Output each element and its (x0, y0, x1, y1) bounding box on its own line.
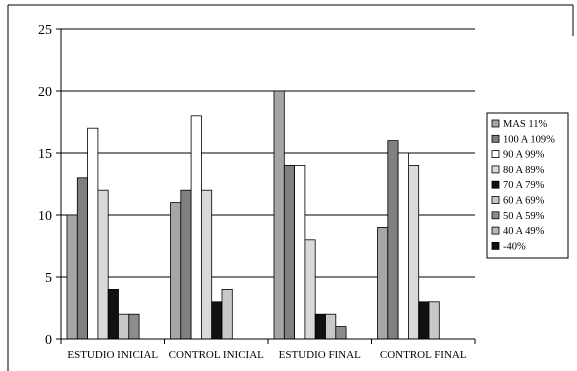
bar-1-1 (180, 189, 192, 340)
legend-label: -40% (503, 241, 526, 252)
legend-swatch (491, 226, 500, 235)
y-tick-label: 10 (38, 209, 52, 224)
bar-2-1 (190, 115, 202, 340)
legend-label: MAS 11% (503, 119, 547, 130)
x-tick-label: ESTUDIO FINAL (279, 349, 361, 361)
bar-3-2 (304, 239, 316, 340)
bar-0-0 (66, 214, 78, 340)
y-tick-label: 5 (45, 271, 52, 286)
bar-5-1 (221, 288, 233, 340)
bar-6-2 (335, 326, 347, 340)
x-tick-label: CONTROL FINAL (380, 349, 467, 361)
bar-4-2 (314, 313, 326, 340)
legend-label: 80 A 89% (503, 165, 545, 176)
bar-1-0 (76, 177, 89, 340)
x-tick-label: ESTUDIO INICIAL (67, 349, 158, 361)
bar-3-0 (97, 189, 109, 340)
legend-label: 40 A 49% (503, 226, 545, 237)
legend-box (486, 112, 569, 259)
bar-6-0 (128, 313, 140, 340)
legend-label: 50 A 59% (503, 211, 545, 222)
bar-3-3 (407, 164, 420, 340)
bar-3-1 (200, 189, 213, 340)
y-tick-label: 0 (45, 333, 52, 348)
x-tick-label: CONTROL INICIAL (169, 349, 264, 361)
bar-1-3 (387, 140, 399, 340)
bar-5-2 (325, 313, 337, 340)
bar-2-3 (397, 152, 409, 340)
bar-0-1 (170, 202, 182, 340)
legend-swatch (491, 165, 500, 174)
legend-swatch (491, 150, 500, 159)
legend-swatch (491, 211, 500, 220)
bar-4-0 (107, 288, 119, 340)
bar-0-2 (273, 90, 285, 340)
y-tick-label: 20 (38, 85, 52, 100)
legend-swatch (491, 134, 500, 143)
y-tick-label: 15 (38, 147, 52, 162)
bar-5-3 (428, 301, 440, 340)
axes: 0 5 10 15 20 25 ESTUDIO INICIAL CONTROL INICIAL… (38, 23, 476, 361)
bar-1-2 (283, 164, 295, 340)
legend-label: 70 A 79% (503, 180, 545, 191)
legend-swatch (491, 119, 500, 128)
y-tick-label: 25 (38, 23, 52, 38)
legend-label: 90 A 99% (503, 150, 545, 161)
bar-2-0 (87, 127, 99, 340)
bar-4-1 (211, 301, 223, 340)
legend: MAS 11% 100 A 109% 90 A 99% 80 A 89% 70 A 79… (486, 112, 569, 259)
legend-swatch (491, 241, 500, 250)
legend-label: 100 A 109% (503, 134, 555, 145)
bar-2-2 (294, 164, 306, 340)
legend-swatch (491, 196, 500, 204)
legend-label: 60 A 69% (503, 196, 545, 207)
legend-swatch (491, 180, 500, 189)
bar-5-0 (118, 313, 130, 340)
bar-0-3 (377, 226, 389, 340)
bar-4-3 (418, 301, 430, 340)
